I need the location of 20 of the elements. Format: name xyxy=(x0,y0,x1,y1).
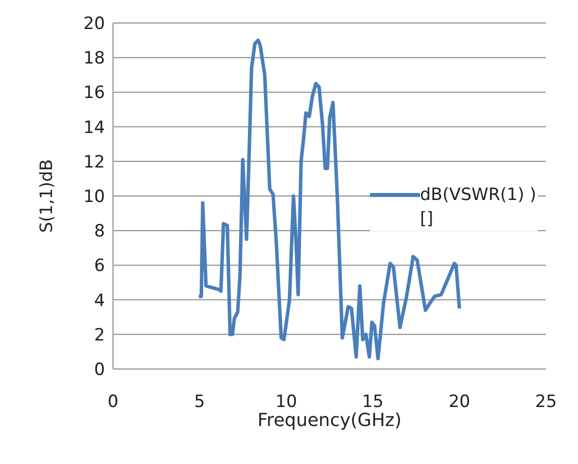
x-tick-label: 5 xyxy=(194,392,206,412)
x-tick-label: 0 xyxy=(108,392,118,412)
y-tick-label: 20 xyxy=(83,14,105,34)
y-tick-label: 8 xyxy=(94,222,105,242)
x-tick-label: 15 xyxy=(362,392,384,412)
legend-label: dB(VSWR(1) ) [] xyxy=(420,184,538,231)
x-tick-label: 25 xyxy=(535,392,557,412)
y-tick-label: 0 xyxy=(94,360,105,380)
y-tick-label: 18 xyxy=(83,48,105,69)
y-tick-label: 12 xyxy=(83,152,105,172)
y-tick-label: 14 xyxy=(83,118,105,138)
y-tick-label: 6 xyxy=(94,256,105,276)
y-tick-label: 2 xyxy=(94,325,105,346)
x-tick-label: 20 xyxy=(448,392,470,412)
y-tick-label: 16 xyxy=(83,83,105,104)
x-axis-title: Frequency(GHz) xyxy=(258,410,402,431)
y-tick-label: 10 xyxy=(83,187,105,208)
x-tick-label: 10 xyxy=(275,392,298,412)
y-axis-title: S(1,1)dB xyxy=(37,159,58,233)
y-tick-label: 4 xyxy=(94,290,105,311)
